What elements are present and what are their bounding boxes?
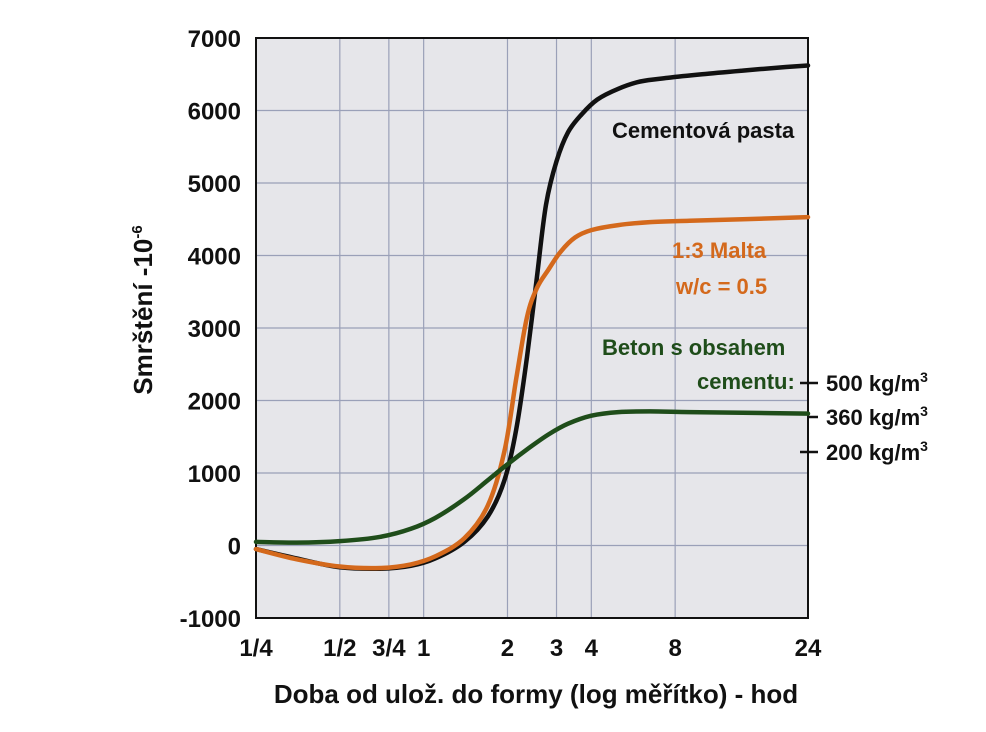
mortar-label-line1: 1:3 Malta (672, 238, 767, 263)
x-tick-label-4: 2 (501, 635, 514, 662)
y-tick-label-6: 5000 (188, 171, 241, 198)
y-tick-label-0: -1000 (180, 606, 241, 633)
content-200-label: 200 kg/m3 (826, 438, 928, 465)
plot-frame (255, 37, 809, 619)
x-tick-label-3: 1 (417, 635, 430, 662)
mortar-label-line2: w/c = 0.5 (675, 274, 767, 299)
y-tick-label-4: 3000 (188, 316, 241, 343)
x-tick-labels: 1/4 1/2 3/4 1 2 3 4 8 24 (239, 635, 822, 662)
y-axis-title-text: Smrštění -10 (128, 239, 158, 395)
x-tick-label-2: 3/4 (372, 635, 406, 662)
x-tick-label-6: 4 (585, 635, 599, 662)
y-tick-label-2: 1000 (188, 461, 241, 488)
y-tick-label-1: 0 (228, 534, 241, 561)
y-tick-label-7: 6000 (188, 99, 241, 126)
y-tick-label-8: 7000 (188, 26, 241, 53)
x-tick-label-7: 8 (668, 635, 681, 662)
series-mortar (253, 214, 811, 571)
concrete-label-line1: Beton s obsahem (602, 335, 785, 360)
x-tick-label-1: 1/2 (323, 635, 356, 662)
concrete-label-line2: cementu: (697, 369, 795, 394)
y-axis-title: Smrštění -10-6 (128, 225, 158, 394)
content-360-label: 360 kg/m3 (826, 403, 928, 430)
cement-paste-label: Cementová pasta (612, 118, 795, 143)
y-tick-label-3: 2000 (188, 389, 241, 416)
x-tick-label-5: 3 (550, 635, 563, 662)
x-axis-title: Doba od ulož. do formy (log měřítko) - h… (274, 679, 798, 709)
x-tick-label-0: 1/4 (239, 635, 273, 662)
y-tick-label-5: 4000 (188, 244, 241, 271)
x-tick-label-8: 24 (795, 635, 822, 662)
series-concrete (253, 409, 811, 545)
content-500-label: 500 kg/m3 (826, 369, 928, 396)
y-axis-title-exponent: -6 (129, 225, 146, 238)
series-layer (253, 63, 811, 572)
y-tick-labels: -1000 0 1000 2000 3000 4000 5000 6000 7000 (180, 26, 241, 633)
